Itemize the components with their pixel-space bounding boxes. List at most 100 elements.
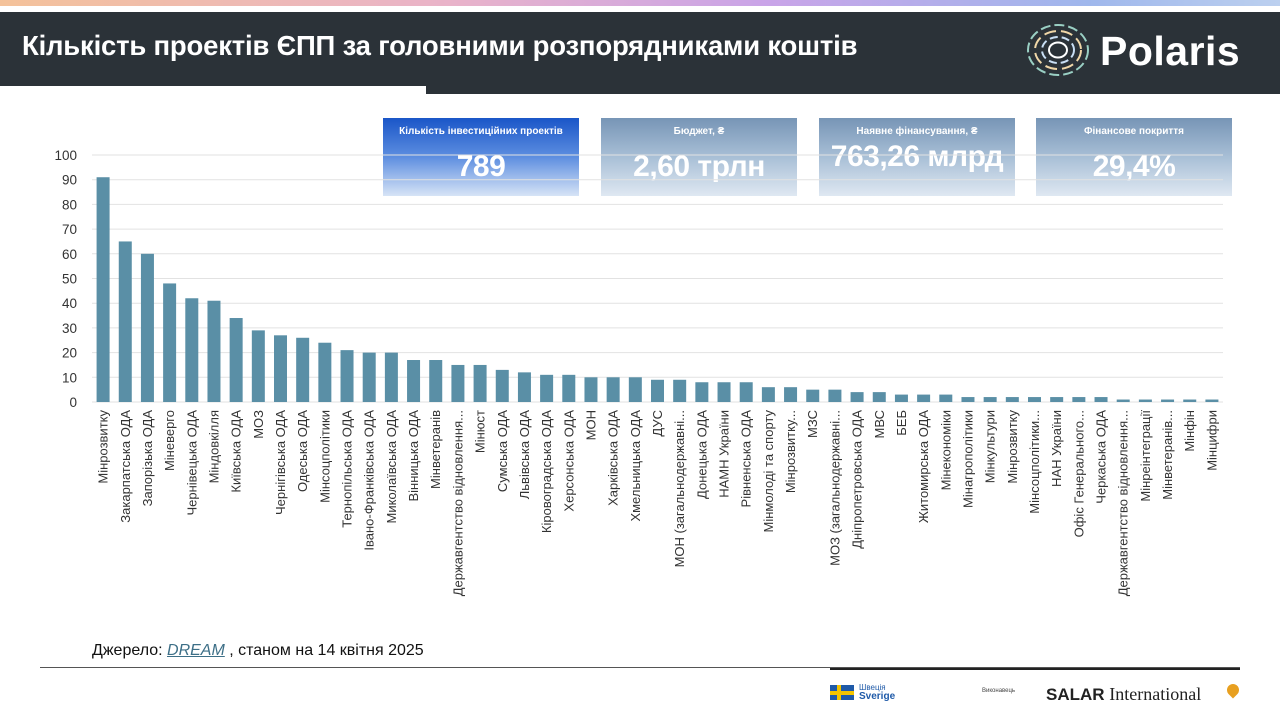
- salar-suffix: International: [1109, 684, 1202, 704]
- x-tick-label: Львівська ОДА: [517, 410, 532, 500]
- bar-40[interactable]: [983, 397, 997, 402]
- x-tick-label: Запорізька ОДА: [140, 410, 155, 507]
- y-tick-label: 60: [62, 247, 77, 262]
- bar-19[interactable]: [517, 372, 531, 402]
- source-prefix: Джерело:: [92, 642, 168, 659]
- x-tick-label: Вінницька ОДА: [406, 410, 421, 502]
- x-tick-label: Мінрозвитку...: [783, 410, 798, 493]
- bar-38[interactable]: [939, 394, 953, 402]
- bar-8[interactable]: [274, 335, 287, 402]
- x-tick-label: Мінцифри: [1204, 410, 1219, 471]
- y-tick-label: 30: [62, 321, 77, 336]
- sweden-logo: Швеція Sverige: [859, 683, 896, 702]
- bar-28[interactable]: [717, 382, 731, 402]
- bar-15[interactable]: [429, 360, 443, 402]
- y-axis-ticks: 0 10 20 30 40 50 60 70 80 90 100: [54, 148, 77, 410]
- x-tick-label: Державгентство відновлення...: [450, 410, 465, 596]
- y-tick-label: 90: [62, 173, 77, 188]
- x-tick-label: Мінмолоді та спорту: [761, 410, 776, 533]
- bar-30[interactable]: [761, 387, 775, 402]
- x-tick-label: МОН: [583, 410, 598, 440]
- bar-24[interactable]: [628, 377, 642, 402]
- bar-22[interactable]: [584, 377, 598, 402]
- bar-17[interactable]: [473, 364, 487, 402]
- y-tick-label: 80: [62, 197, 77, 212]
- x-tick-label: Черкаська ОДА: [1094, 410, 1109, 504]
- bar-12[interactable]: [362, 352, 376, 402]
- bar-1[interactable]: [118, 241, 132, 402]
- sweden-line1: Швеція: [859, 683, 886, 692]
- bar-4[interactable]: [185, 298, 199, 402]
- x-tick-label: Міневерго: [162, 410, 177, 471]
- executor-label: Виконавець: [982, 688, 1016, 694]
- bar-16[interactable]: [451, 364, 465, 402]
- bar-42[interactable]: [1028, 397, 1041, 402]
- bar-25[interactable]: [651, 379, 664, 402]
- kpi-funding-card: Наявне фінансування, ₴ 763,26 млрд: [819, 118, 1015, 196]
- bar-35[interactable]: [872, 392, 886, 402]
- source-link-dream[interactable]: DREAM: [167, 642, 225, 659]
- x-tick-label: Мінрозвитку: [1005, 410, 1020, 484]
- bar-50[interactable]: [1205, 399, 1219, 402]
- x-tick-label: Київська ОДА: [229, 410, 244, 493]
- bar-13[interactable]: [384, 352, 398, 402]
- bar-27[interactable]: [695, 382, 709, 402]
- bar-10[interactable]: [318, 342, 332, 402]
- bar-48[interactable]: [1161, 399, 1175, 402]
- bar-7[interactable]: [251, 330, 265, 402]
- bar-26[interactable]: [673, 379, 687, 402]
- bar-37[interactable]: [917, 394, 931, 402]
- y-tick-label: 50: [62, 272, 77, 287]
- bar-9[interactable]: [296, 337, 310, 402]
- bar-29[interactable]: [739, 382, 753, 402]
- x-tick-label: МОЗ: [251, 410, 266, 439]
- bar-41[interactable]: [1005, 397, 1019, 402]
- bar-47[interactable]: [1138, 399, 1152, 402]
- x-tick-label: Чернігівська ОДА: [273, 410, 288, 515]
- source-note: Джерело: DREAM , станом на 14 квітня 202…: [92, 642, 424, 660]
- sweden-line2: Sverige: [859, 691, 896, 702]
- header-extension: [426, 86, 1280, 94]
- x-tick-label: Донецька ОДА: [694, 410, 709, 499]
- x-tick-label: Тернопільська ОДА: [340, 410, 355, 528]
- source-suffix: , станом на 14 квітня 2025: [224, 642, 424, 659]
- y-tick-label: 10: [62, 370, 77, 385]
- bar-36[interactable]: [894, 394, 908, 402]
- bar-49[interactable]: [1183, 399, 1197, 402]
- y-tick-label: 20: [62, 346, 77, 361]
- bar-46[interactable]: [1116, 399, 1130, 402]
- x-tick-label: Чернівецька ОДА: [184, 410, 199, 516]
- bar-20[interactable]: [540, 374, 554, 402]
- bar-34[interactable]: [850, 392, 864, 402]
- bar-32[interactable]: [806, 389, 820, 402]
- bar-6[interactable]: [229, 318, 243, 402]
- bar-23[interactable]: [606, 377, 620, 402]
- bar-44[interactable]: [1072, 397, 1086, 402]
- bar-43[interactable]: [1050, 397, 1064, 402]
- x-tick-label: Мінреінтеграції: [1138, 410, 1153, 502]
- location-pin-icon: [1224, 681, 1242, 699]
- bar-11[interactable]: [340, 350, 354, 402]
- x-tick-label: Херсонська ОДА: [561, 410, 576, 512]
- x-tick-label: БЕБ: [894, 410, 909, 436]
- bar-45[interactable]: [1094, 397, 1108, 402]
- bar-18[interactable]: [495, 369, 509, 402]
- x-tick-label: Хмельницька ОДА: [628, 410, 643, 522]
- bar-33[interactable]: [828, 389, 842, 402]
- x-tick-label: Одеська ОДА: [295, 410, 310, 492]
- bar-14[interactable]: [407, 360, 421, 402]
- x-tick-label: Закарпатська ОДА: [118, 410, 133, 523]
- bar-0[interactable]: [96, 177, 110, 402]
- x-tick-label: Офіс Генерального...: [1071, 410, 1086, 537]
- bar-2[interactable]: [140, 253, 154, 402]
- bar-5[interactable]: [207, 300, 221, 402]
- bar-21[interactable]: [562, 374, 576, 402]
- y-tick-label: 70: [62, 222, 77, 237]
- kpi-funding-label: Наявне фінансування, ₴: [856, 126, 978, 137]
- bar-3[interactable]: [163, 283, 177, 402]
- footer-divider-accent: [830, 668, 1240, 670]
- x-tick-label: МОЗ (загальнодержавні...: [827, 410, 842, 566]
- bar-31[interactable]: [784, 387, 798, 402]
- bar-39[interactable]: [961, 397, 975, 402]
- y-tick-label: 100: [54, 148, 77, 163]
